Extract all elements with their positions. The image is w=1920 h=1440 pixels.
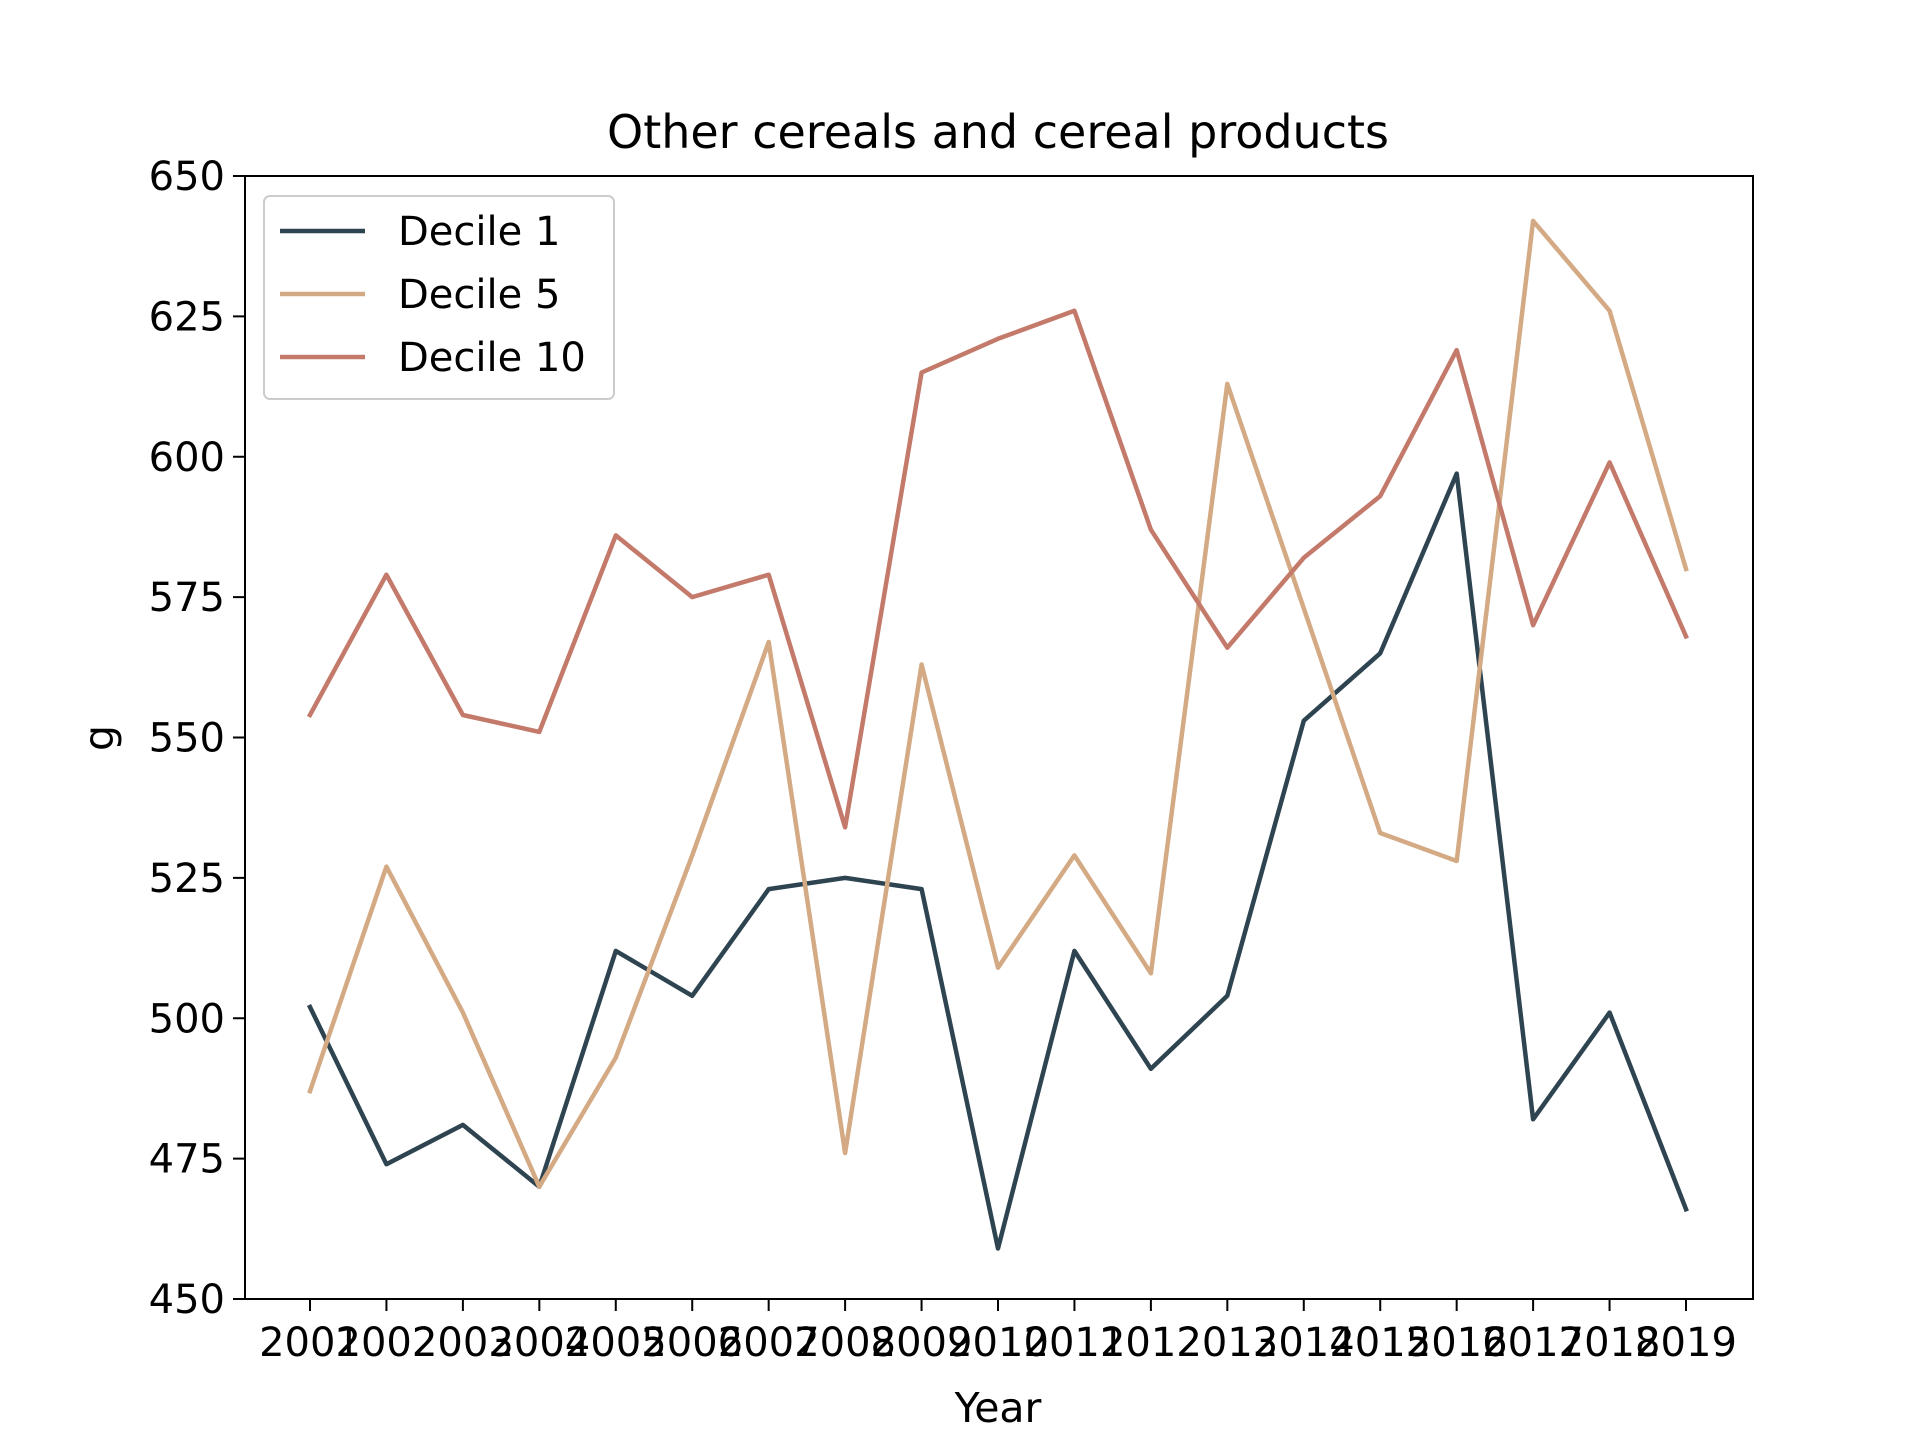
legend-label-1: Decile 1 xyxy=(398,209,560,255)
x-tick-label: 2019 xyxy=(1635,1320,1737,1366)
x-tick-label: 2013 xyxy=(1176,1320,1278,1366)
x-tick-label: 2017 xyxy=(1482,1320,1584,1366)
x-tick-label: 2005 xyxy=(565,1320,667,1366)
legend: Decile 1 Decile 5 Decile 10 xyxy=(263,195,615,400)
y-tick-label: 450 xyxy=(149,1277,225,1323)
x-axis-title: Year xyxy=(954,1384,1042,1432)
legend-label-2: Decile 5 xyxy=(398,272,560,318)
legend-box xyxy=(263,195,615,400)
y-tick-label: 575 xyxy=(149,575,225,621)
x-axis: 2001200220032004200520062007200820092010… xyxy=(259,1299,1737,1366)
y-tick-label: 525 xyxy=(149,856,225,902)
x-tick-label: 2009 xyxy=(871,1320,973,1366)
y-tick-label: 650 xyxy=(149,154,225,200)
x-tick-label: 2003 xyxy=(412,1320,514,1366)
x-tick-label: 2007 xyxy=(718,1320,820,1366)
y-axis-title: g xyxy=(75,725,123,751)
series-layer xyxy=(306,218,1689,1251)
x-tick-label: 2016 xyxy=(1406,1320,1508,1366)
y-tick-label: 475 xyxy=(149,1137,225,1183)
x-tick-label: 2018 xyxy=(1559,1320,1661,1366)
x-tick-label: 2014 xyxy=(1253,1320,1355,1366)
legend-label-3: Decile 10 xyxy=(398,335,586,381)
legend-items: Decile 1 Decile 5 Decile 10 xyxy=(280,209,586,381)
y-axis: 450 475 500 525 550 575 600 625 650 xyxy=(149,154,245,1323)
x-tick-label: 2004 xyxy=(488,1320,590,1366)
x-tick-label: 2015 xyxy=(1329,1320,1431,1366)
y-tick-label: 550 xyxy=(149,716,225,762)
x-tick-label: 2008 xyxy=(794,1320,896,1366)
x-tick-label: 2006 xyxy=(641,1320,743,1366)
x-tick-label: 2001 xyxy=(259,1320,361,1366)
chart-title: Other cereals and cereal products xyxy=(607,105,1389,159)
series-line-3 xyxy=(306,308,1689,830)
x-tick-label: 2010 xyxy=(947,1320,1049,1366)
x-tick-label: 2011 xyxy=(1024,1320,1126,1366)
y-tick-label: 625 xyxy=(149,294,225,340)
x-tick-label: 2012 xyxy=(1100,1320,1202,1366)
y-tick-label: 600 xyxy=(149,435,225,481)
y-tick-label: 500 xyxy=(149,996,225,1042)
series-line-2 xyxy=(307,218,1689,1189)
x-tick-label: 2002 xyxy=(336,1320,438,1366)
